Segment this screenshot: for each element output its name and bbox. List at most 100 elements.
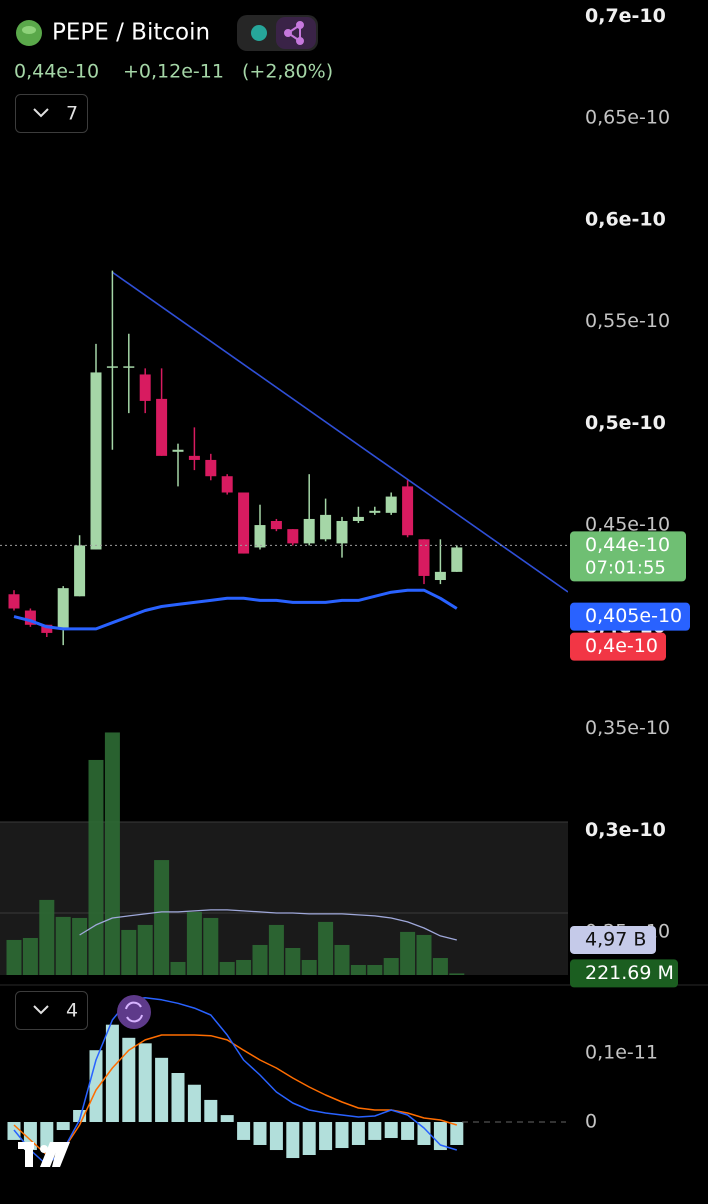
candle-body	[254, 525, 266, 548]
histogram-bar	[237, 1122, 251, 1140]
volume-bar	[334, 944, 350, 975]
candle-body	[74, 545, 86, 597]
signal-line	[13, 1034, 458, 1156]
y-tick-label: 0,55e-10	[585, 310, 670, 332]
candle-body	[156, 398, 168, 456]
volume-bar	[383, 958, 399, 975]
volume-bar	[236, 959, 252, 975]
histogram-bar	[40, 1122, 54, 1149]
candle-body	[24, 610, 36, 625]
histogram-bar	[204, 1099, 218, 1123]
volume-bar	[367, 964, 383, 975]
candle-body	[352, 516, 364, 521]
histogram-bar	[450, 1122, 464, 1145]
candle-body	[385, 496, 397, 513]
symbol: PEPE / Bitcoin	[52, 20, 210, 46]
chevron	[33, 1005, 49, 1015]
candle-body	[369, 510, 381, 513]
volume-bar	[203, 917, 219, 975]
histogram-bar	[187, 1084, 201, 1123]
chevron	[33, 108, 49, 118]
candle-body	[336, 520, 348, 544]
histogram-bar	[220, 1115, 234, 1123]
volume-bar	[219, 961, 235, 975]
oscillator-count[interactable]: 4	[66, 1000, 78, 1022]
volume-bar	[170, 961, 186, 975]
histogram-bar	[384, 1122, 398, 1139]
volume-average	[79, 909, 457, 941]
badge-label: 4,97 B	[585, 928, 646, 950]
candle-body	[221, 476, 233, 493]
y-tick-label: 0,5e-10	[585, 412, 666, 434]
candle-body	[106, 366, 118, 368]
volume-bar	[121, 929, 137, 975]
y-tick-label: 0,3e-10	[585, 819, 666, 841]
histogram-bar	[122, 1037, 136, 1123]
oscillator-header: 4	[15, 991, 151, 1030]
candle-body	[402, 486, 414, 536]
price-badge	[570, 632, 666, 661]
candle-body	[172, 449, 184, 452]
histogram-bar	[302, 1122, 316, 1155]
volume-bar	[72, 917, 88, 975]
volume-bar	[22, 937, 38, 975]
volume-bar	[39, 899, 55, 975]
histogram-bar	[335, 1122, 349, 1149]
y-tick-label: 0,6e-10	[585, 208, 666, 230]
y-tick-label: 0,35e-10	[585, 717, 670, 739]
macd-line	[13, 997, 458, 1166]
y-tick-label: 0,1e-11	[585, 1041, 658, 1063]
histogram-bar	[155, 1057, 169, 1123]
tv-logo	[18, 1142, 70, 1167]
volume-bar	[252, 944, 268, 975]
sync-button[interactable]	[117, 995, 151, 1029]
volume-bar	[137, 924, 153, 975]
volume-bar	[301, 959, 317, 975]
y-tick-label: 0,7e-10	[585, 5, 666, 27]
share-button[interactable]	[276, 17, 316, 49]
histogram-bar	[56, 1122, 70, 1131]
price-badge	[570, 531, 686, 582]
histogram-bar	[89, 1050, 103, 1123]
header: PEPE / Bitcoin 0,44e-10 +0,12e-11 (+2,80…	[14, 15, 333, 133]
volume-bar	[449, 973, 465, 975]
candle-body	[41, 624, 53, 633]
y-tick-label: 0,65e-10	[585, 107, 670, 129]
indicators-count[interactable]: 7	[66, 103, 78, 125]
volume-bar	[400, 931, 416, 975]
histogram-bar	[417, 1122, 431, 1145]
histogram-bar	[105, 1024, 119, 1123]
price-change-percent: (+2,80%)	[242, 61, 333, 83]
candle-body	[205, 459, 217, 477]
histogram-bar	[351, 1122, 365, 1145]
histogram-bar	[138, 1043, 152, 1123]
sync-icon	[125, 1001, 143, 1023]
histogram-bar	[433, 1122, 447, 1151]
volume-bar	[104, 732, 120, 975]
candle-body	[303, 518, 315, 544]
oscillator-toggle[interactable]	[15, 991, 88, 1030]
histogram-bar	[368, 1122, 382, 1140]
volume-bar	[416, 934, 432, 975]
histogram-bar	[171, 1073, 185, 1123]
share-icon	[284, 21, 304, 45]
volume-bar	[268, 924, 284, 975]
volume-bar	[318, 921, 334, 975]
indicators-toggle[interactable]	[15, 94, 88, 133]
market-status[interactable]	[251, 25, 267, 41]
histogram-bar	[269, 1122, 283, 1151]
price-badge	[570, 959, 678, 988]
badge-label: 0,405e-10	[585, 605, 682, 627]
volume-bar	[154, 860, 170, 975]
badge-label: 221.69 M	[585, 962, 674, 984]
price-layer	[0, 270, 568, 646]
volume-bar	[285, 947, 301, 975]
candle-body	[188, 455, 200, 460]
candle-body	[418, 539, 430, 576]
y-tick-label: 0	[585, 1111, 597, 1133]
candle-body	[451, 547, 463, 572]
